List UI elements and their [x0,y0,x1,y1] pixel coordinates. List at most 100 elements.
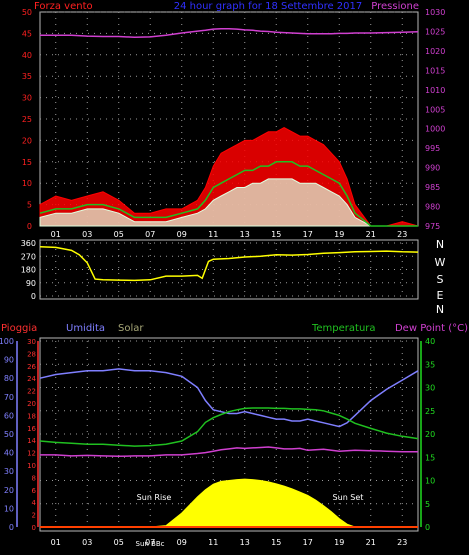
wind-y-tick-10: 10 [22,179,32,188]
lower-x-tick-11: 11 [208,538,218,547]
graph-title: 24 hour graph for 18 Settembre 2017 [174,1,363,12]
pressure-y-tick-1005: 1005 [425,105,445,114]
wind-speed-area [39,178,418,227]
wind-y-tick-35: 35 [22,72,32,81]
lower-x-tick-03: 03 [82,538,92,547]
wind-y-tick-5: 5 [27,201,32,210]
dewpoint-line [40,446,418,458]
lower-x-tick-05: 05 [114,538,124,547]
rain-y-tick-8: 8 [32,474,36,482]
rain-y-tick-0: 0 [32,524,36,532]
temp-y-tick-10: 10 [425,477,435,486]
solar-area [40,478,418,528]
pressure-line [40,27,419,39]
rain-y-tick-2: 2 [32,512,36,520]
direction-y-tick-360: 360 [21,239,36,248]
pressure-y-tick-990: 990 [425,164,440,173]
rain-y-tick-26: 26 [27,363,36,371]
pressure-y-tick-1025: 1025 [425,27,445,36]
wind-x-tick-17: 17 [303,230,313,239]
wind-y-tick-25: 25 [22,115,32,124]
temp-y-tick-5: 5 [425,500,430,509]
wind-x-tick-11: 11 [208,230,218,239]
pressure-y-tick-985: 985 [425,183,440,192]
pressure-y-tick-1015: 1015 [425,66,445,75]
lower-x-tick-19: 19 [334,538,344,547]
temp-y-tick-0: 0 [425,523,430,532]
rain-y-tick-10: 10 [27,462,36,470]
temp-y-tick-30: 30 [425,384,435,393]
temp-y-tick-35: 35 [425,360,435,369]
temperature-line [39,407,419,447]
dewpoint-label: Dew Point (°C) [395,323,468,334]
wind-y-tick-50: 50 [22,8,32,17]
rain-y-tick-4: 4 [32,499,37,507]
humidity-y-tick-70: 70 [4,393,14,402]
humidity-y-tick-80: 80 [4,374,14,383]
wind-x-tick-05: 05 [114,230,124,239]
rain-y-tick-16: 16 [27,425,36,433]
temp-y-tick-15: 15 [425,453,435,462]
humidity-y-tick-10: 10 [4,504,14,513]
humidity-y-tick-0: 0 [9,523,14,532]
compass-north-top: N [436,238,444,251]
humidity-y-tick-100: 100 [0,337,14,346]
compass-north-bottom: N [436,303,444,316]
pressure-y-tick-980: 980 [425,203,440,212]
temp-y-tick-20: 20 [425,430,435,439]
lower-x-tick-07: 07 [145,538,155,547]
lower-x-tick-17: 17 [303,538,313,547]
wind-x-tick-01: 01 [51,230,61,239]
wind-y-tick-40: 40 [22,51,32,60]
temp-y-tick-25: 25 [425,407,435,416]
pressure-y-tick-1010: 1010 [425,86,445,95]
direction-y-tick-0: 0 [31,292,36,301]
humidity-y-tick-90: 90 [4,356,14,365]
sun-noon-label: Sun BBc [136,540,165,548]
rain-y-tick-12: 12 [27,450,36,458]
solar-label: Solar [118,323,144,334]
humidity-y-tick-50: 50 [4,430,14,439]
wind-x-tick-15: 15 [271,230,281,239]
humidity-y-tick-60: 60 [4,411,14,420]
rain-y-tick-24: 24 [27,375,36,383]
rain-y-tick-30: 30 [27,338,36,346]
rain-y-tick-22: 22 [27,388,36,396]
lower-x-tick-13: 13 [240,538,250,547]
lower-x-tick-09: 09 [177,538,187,547]
wind-y-tick-0: 0 [27,222,32,231]
rain-y-tick-14: 14 [27,437,36,445]
sun-rise-label: Sun Rise [137,493,172,502]
direction-y-tick-270: 270 [21,252,36,261]
lower-x-tick-15: 15 [271,538,281,547]
wind-x-tick-07: 07 [145,230,155,239]
direction-panel-frame [39,239,419,300]
rain-label: Pioggia [1,323,37,334]
lower-x-tick-21: 21 [366,538,376,547]
wind-x-tick-13: 13 [240,230,250,239]
rain-y-tick-28: 28 [27,350,36,358]
lower-x-tick-01: 01 [51,538,61,547]
compass-east: E [437,289,444,302]
lower-x-tick-23: 23 [397,538,407,547]
wind-x-tick-23: 23 [397,230,407,239]
pressure-y-tick-995: 995 [425,144,440,153]
pressure-y-tick-1020: 1020 [425,47,445,56]
temp-y-tick-40: 40 [425,337,435,346]
pressure-y-tick-1000: 1000 [425,125,445,134]
temperature-label: Temperatura [311,323,376,334]
compass-south: S [437,273,444,286]
wind-x-tick-21: 21 [366,230,376,239]
pressure-label: Pressione [371,1,419,12]
pressure-y-tick-1030: 1030 [425,8,445,17]
wind-y-tick-20: 20 [22,136,32,145]
humidity-y-tick-20: 20 [4,486,14,495]
humidity-line [39,368,419,428]
humidity-y-tick-40: 40 [4,449,14,458]
sun-set-label: Sun Set [333,493,364,502]
rain-y-tick-6: 6 [32,487,37,495]
humidity-label: Umidita [66,323,105,334]
wind-y-tick-15: 15 [22,158,32,167]
wind-y-tick-45: 45 [22,29,32,38]
